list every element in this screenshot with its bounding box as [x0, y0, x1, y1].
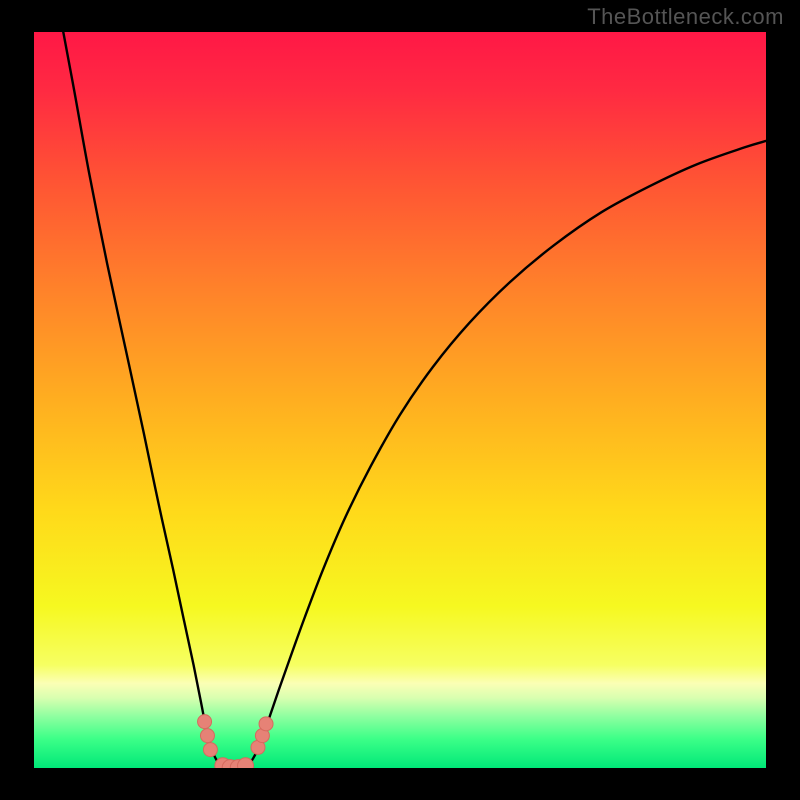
- plot-area: [34, 32, 766, 768]
- marker-left-0: [198, 715, 212, 729]
- outer-frame: TheBottleneck.com: [0, 0, 800, 800]
- marker-left-2: [203, 743, 217, 757]
- marker-left-1: [200, 729, 214, 743]
- bottleneck-markers: [34, 32, 766, 768]
- watermark-text: TheBottleneck.com: [587, 4, 784, 30]
- marker-right-2: [259, 717, 273, 731]
